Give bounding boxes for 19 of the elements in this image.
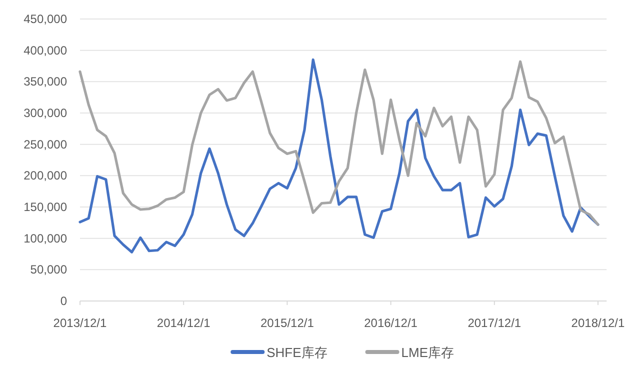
y-tick-label: 50,000	[30, 262, 68, 277]
y-tick-label: 400,000	[24, 43, 68, 58]
legend-label: SHFE库存	[266, 345, 328, 360]
x-tick-label: 2013/12/1	[53, 316, 108, 330]
legend-label: LME库存	[401, 345, 454, 360]
y-tick-label: 300,000	[24, 106, 68, 120]
y-tick-label: 150,000	[24, 200, 68, 214]
y-tick-label: 350,000	[24, 74, 68, 89]
y-tick-label: 450,000	[24, 12, 68, 26]
x-tick-label: 2015/12/1	[260, 316, 314, 330]
line-series	[78, 60, 600, 226]
x-tick-label: 2016/12/1	[364, 316, 418, 330]
y-tick-label: 250,000	[24, 137, 68, 152]
x-tick-label: 2014/12/1	[156, 316, 211, 330]
y-tick-label: 0	[60, 294, 68, 308]
x-tick-label: 2018/12/1	[571, 316, 626, 330]
x-tick-label: 2017/12/1	[468, 316, 522, 330]
y-tick-label: 200,000	[24, 168, 68, 183]
y-tick-label: 100,000	[24, 231, 68, 246]
